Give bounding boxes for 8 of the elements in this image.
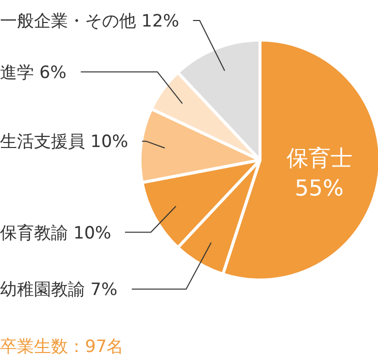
data-label: 55%	[294, 176, 344, 202]
slice-label: 生活支援員 10%	[0, 132, 128, 152]
slice-label: 一般企業・その他 12%	[0, 12, 180, 32]
slice-label: 保育士	[286, 145, 352, 172]
slice-label: 幼稚園教諭 7%	[0, 280, 118, 300]
slice-label: 進学 6%	[0, 62, 66, 83]
text: 卒業生数：97名	[0, 337, 124, 357]
slice-label: 保育教諭 10%	[0, 223, 112, 244]
